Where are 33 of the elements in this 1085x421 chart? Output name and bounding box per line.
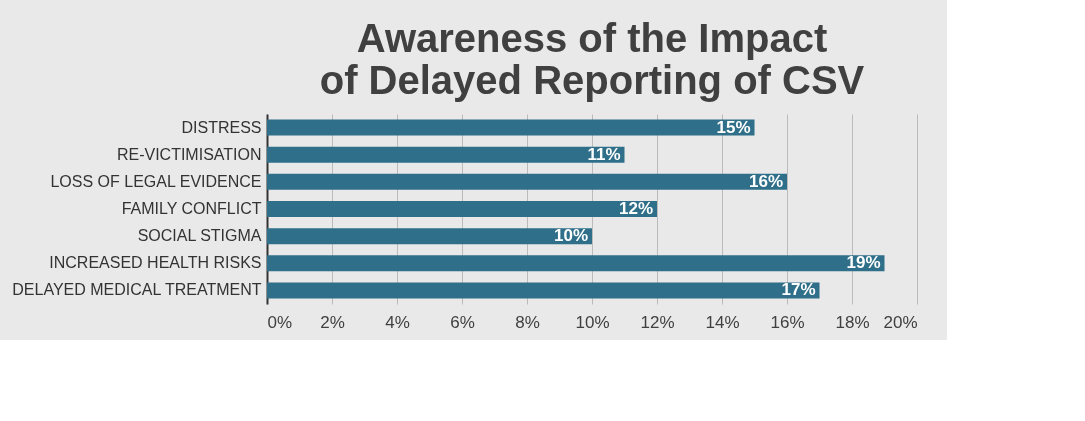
chart-title: Awareness of the Impact of Delayed Reporting of CSV xyxy=(319,16,865,102)
bar xyxy=(267,228,592,245)
data-label: 15% xyxy=(716,117,751,137)
y-tick-label: RE-VICTIMISATION xyxy=(116,145,262,163)
bar xyxy=(267,282,820,299)
x-tick-label: 16% xyxy=(770,312,805,332)
data-label: 19% xyxy=(846,253,881,273)
bar xyxy=(267,119,755,136)
x-tick-label: 4% xyxy=(385,312,410,332)
x-tick-label: 2% xyxy=(320,312,345,332)
x-tick-label: 6% xyxy=(450,312,475,332)
y-tick-label: FAMILY CONFLICT xyxy=(121,200,262,217)
x-tick-label: 14% xyxy=(705,312,740,332)
data-label: 10% xyxy=(553,226,588,246)
x-tick-label: 0% xyxy=(267,312,293,332)
data-label: 16% xyxy=(748,171,783,191)
y-tick-label: DELAYED MEDICAL TREATMENT xyxy=(12,281,262,299)
x-tick-label: 12% xyxy=(640,312,675,332)
y-tick-label: LOSS OF LEGAL EVIDENCE xyxy=(50,172,262,190)
y-tick-label: INCREASED HEALTH RISKS xyxy=(49,254,262,272)
data-label: 17% xyxy=(781,280,816,300)
bar xyxy=(267,146,625,163)
y-tick-label: SOCIAL STIGMA xyxy=(137,227,262,245)
bar xyxy=(267,173,787,190)
x-tick-label: 10% xyxy=(575,312,610,332)
bar xyxy=(267,201,657,217)
x-tick-label: 18% xyxy=(835,312,870,332)
data-label: 11% xyxy=(587,144,621,164)
x-tick-label: 8% xyxy=(515,312,540,332)
x-tick-label: 20% xyxy=(883,312,918,332)
data-label: 12% xyxy=(618,199,653,218)
y-tick-label: DISTRESS xyxy=(181,118,262,136)
bar xyxy=(267,255,885,272)
